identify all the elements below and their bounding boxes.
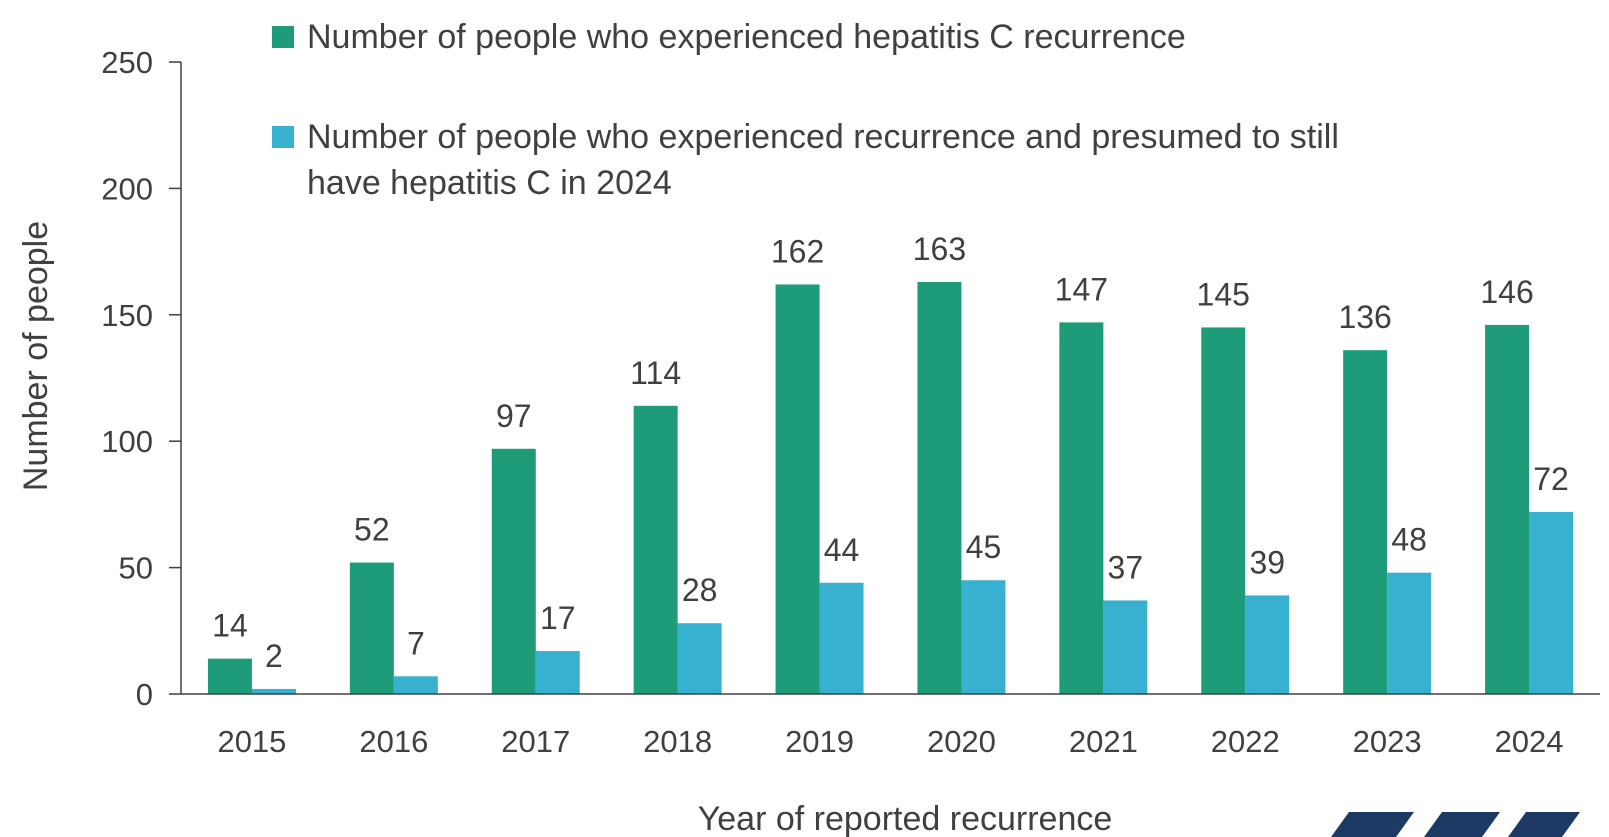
bar-series-2 bbox=[819, 582, 864, 694]
data-label: 72 bbox=[1533, 461, 1569, 497]
data-label: 28 bbox=[682, 572, 718, 608]
y-tick-label: 150 bbox=[101, 298, 153, 333]
y-tick-label: 50 bbox=[119, 551, 153, 586]
bar-series-1 bbox=[633, 405, 678, 694]
bar-series-1 bbox=[775, 284, 820, 694]
data-label: 114 bbox=[630, 355, 681, 391]
data-label: 14 bbox=[212, 608, 248, 644]
logo-block bbox=[1424, 812, 1500, 837]
x-tick-label: 2019 bbox=[785, 724, 854, 759]
data-label: 97 bbox=[496, 398, 532, 434]
legend: Number of people who experienced hepatit… bbox=[272, 18, 1339, 202]
data-label: 7 bbox=[407, 625, 425, 661]
data-label: 44 bbox=[824, 532, 860, 568]
x-tick-label: 2021 bbox=[1069, 724, 1138, 759]
bar-series-1 bbox=[1485, 324, 1530, 694]
bar-series-2 bbox=[535, 651, 580, 694]
bar-series-1 bbox=[207, 658, 252, 694]
x-tick-label: 2018 bbox=[643, 724, 712, 759]
organization-logo bbox=[1331, 812, 1580, 837]
data-label: 145 bbox=[1197, 276, 1250, 312]
bar-series-1 bbox=[491, 448, 536, 694]
legend-label: have hepatitis C in 2024 bbox=[307, 164, 672, 202]
data-label: 17 bbox=[540, 600, 576, 636]
data-label: 39 bbox=[1249, 544, 1285, 580]
legend-swatch bbox=[272, 26, 294, 48]
data-label: 52 bbox=[354, 512, 390, 548]
bar-series-1 bbox=[1059, 322, 1104, 694]
bar-series-2 bbox=[1245, 595, 1290, 694]
x-axis: 2015 2016 2017 2018 2019 2020 2021 2022 2023 2024 bbox=[181, 693, 1600, 759]
x-axis-title: Year of reported recurrence bbox=[698, 800, 1113, 837]
data-label: 48 bbox=[1391, 522, 1427, 558]
legend-swatch bbox=[272, 126, 294, 148]
x-tick-label: 2020 bbox=[927, 724, 996, 759]
data-label: 162 bbox=[771, 233, 824, 269]
data-label: 147 bbox=[1055, 271, 1108, 307]
bar-series-2 bbox=[1529, 511, 1574, 694]
y-axis-title: Number of people bbox=[17, 221, 55, 491]
bar-series-1 bbox=[349, 562, 394, 694]
bar-series-2 bbox=[677, 623, 722, 694]
bars: 14 52 97 114 162 163 147 145 136 146 2 7 17 28 44 45 37 3… bbox=[207, 231, 1574, 694]
bar-series-2 bbox=[1387, 572, 1432, 694]
data-label: 2 bbox=[265, 638, 283, 674]
bar-series-2 bbox=[393, 676, 438, 694]
data-label: 163 bbox=[913, 231, 966, 267]
x-tick-label: 2015 bbox=[217, 724, 286, 759]
bar-series-1 bbox=[1343, 350, 1388, 694]
bar-series-2 bbox=[961, 580, 1006, 694]
data-label: 136 bbox=[1338, 299, 1391, 335]
y-tick-label: 250 bbox=[101, 45, 153, 80]
y-tick-label: 100 bbox=[101, 424, 153, 459]
bar-series-1 bbox=[917, 281, 962, 694]
x-tick-label: 2022 bbox=[1211, 724, 1280, 759]
x-tick-label: 2024 bbox=[1495, 724, 1564, 759]
data-label: 146 bbox=[1480, 274, 1533, 310]
x-tick-label: 2017 bbox=[501, 724, 570, 759]
logo-block bbox=[1331, 812, 1414, 837]
legend-label: Number of people who experienced recurre… bbox=[307, 118, 1339, 156]
data-label: 45 bbox=[966, 529, 1002, 565]
bar-series-1 bbox=[1201, 327, 1246, 694]
bar-series-2 bbox=[1103, 600, 1148, 694]
x-tick-label: 2023 bbox=[1353, 724, 1422, 759]
legend-label: Number of people who experienced hepatit… bbox=[307, 18, 1186, 56]
y-tick-label: 0 bbox=[136, 677, 153, 712]
y-tick-label: 200 bbox=[101, 171, 153, 206]
data-label: 37 bbox=[1108, 549, 1144, 585]
logo-block bbox=[1508, 812, 1580, 837]
bar-series-2 bbox=[251, 688, 296, 694]
y-axis: 0 50 100 150 200 250 bbox=[101, 45, 182, 712]
x-tick-label: 2016 bbox=[359, 724, 428, 759]
